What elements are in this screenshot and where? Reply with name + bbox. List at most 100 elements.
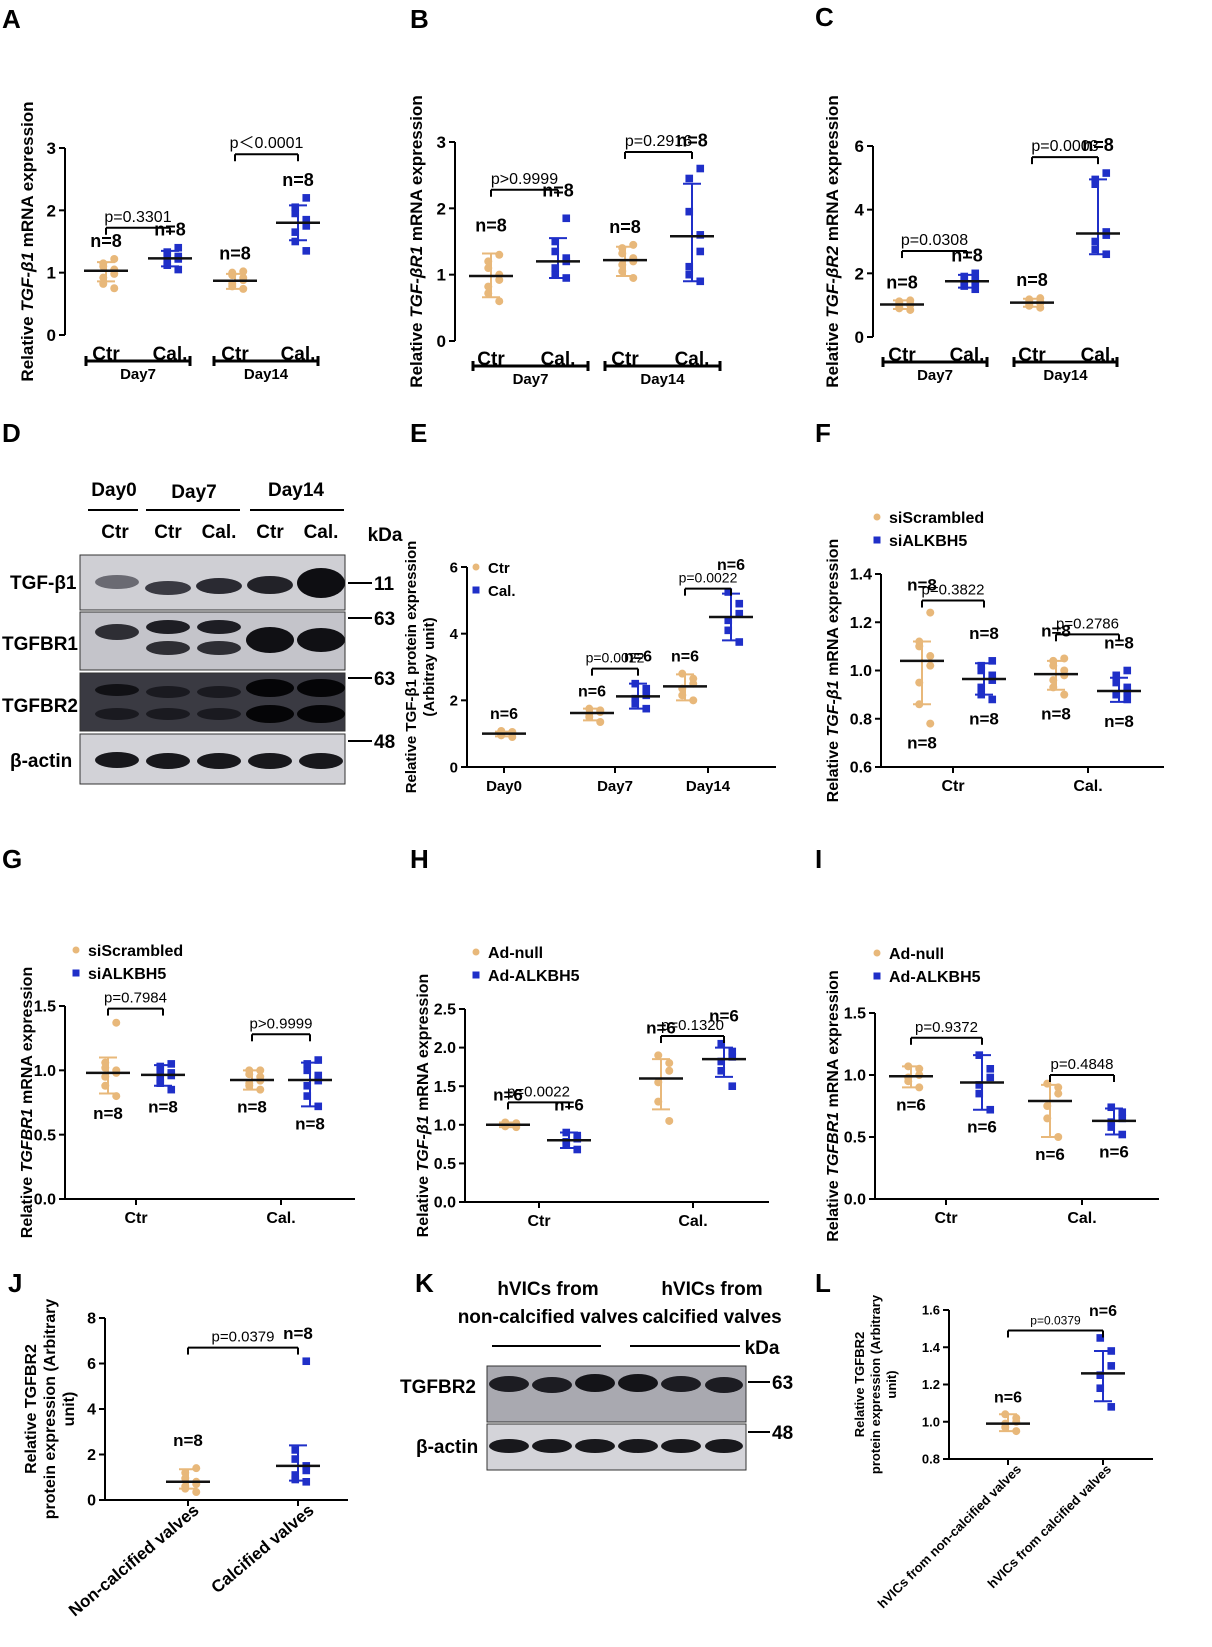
data-group: n=6 [570,684,614,726]
data-point-square [163,257,172,266]
data-point-circle [915,678,924,687]
blot-d-row-label: TGFBR1 [2,634,78,655]
data-group: n=6 [639,1018,683,1125]
data-point-circle [101,1058,110,1067]
data-group: n=8 n=8 [1034,621,1078,724]
p-value-label: p=0.0003 [1031,138,1098,155]
data-point-square [314,1056,323,1064]
data-point-circle [99,259,108,268]
blot-d-strip-tgfbr2 [79,672,346,732]
blot-k-band [575,1374,615,1392]
data-point-square [1091,237,1100,246]
blot-d-band [197,686,241,698]
data-group: n=6 [616,649,660,713]
data-point-square [1107,1362,1116,1370]
data-point-circle [689,696,698,705]
blot-d-band [197,620,241,634]
data-group: n=6 [482,706,526,741]
data-point-circle [654,1078,663,1087]
data-group: n=8 [86,1018,130,1123]
blot-k-strip-bactin [486,1423,747,1471]
data-point-square [291,1475,300,1484]
y-axis-label: protein expression (Arbitrary [868,1294,883,1474]
y-tick-label: 2.0 [434,1040,456,1057]
y-tick-label: 2.5 [434,1002,456,1019]
data-point-square [303,1060,312,1068]
data-point-square [735,599,744,608]
blot-d-lane-1-label: Ctr [101,522,129,543]
y-tick-label: 1.0 [922,1414,940,1429]
x-group-label: Day14 [1043,367,1088,384]
chart-c: 0 2 4 6 Relative TGF-βR2 mRNA expression n=8 n… [823,95,1120,388]
blot-k-band [705,1439,743,1453]
data-point-square [562,1128,571,1137]
data-point-circle [181,1468,190,1477]
y-axis-label: Relative TGF-β1 mRNA expression [415,974,432,1238]
data-point-square [631,699,640,708]
n-label: n=6 [1099,1143,1129,1162]
y-tick-label: 1.0 [434,1117,456,1134]
n-label: n=6 [896,1095,926,1114]
blot-d-kda-value: 11 [374,574,395,595]
blot-d-band [196,578,242,594]
data-point-circle [112,1092,121,1101]
data-point-square [302,1357,311,1366]
data-point-circle [665,1066,674,1075]
data-point-square [1112,671,1121,680]
data-group: n=8 [230,1066,274,1117]
n-label: n=6 [994,1389,1022,1406]
data-point-square [696,164,705,173]
data-point-square [696,247,705,256]
n-label: n=8 [237,1098,267,1117]
data-point-square [167,1069,176,1077]
data-group: n=6 [960,1051,1004,1137]
legend-label: siALKBH5 [88,966,166,983]
y-tick-label: 0 [437,332,446,351]
data-point-square [573,1145,582,1154]
data-group: n=8 [276,1324,320,1486]
data-point-square [988,657,997,665]
blot-d-band [145,581,191,595]
data-point-square [291,228,300,236]
legend-marker-square [472,971,480,979]
data-point-circle [926,608,935,617]
y-axis-label: (Arbitray unit) [421,617,438,716]
data-point-square [156,1066,165,1075]
n-label: n=8 [1041,705,1071,724]
panel-letter-L: L [815,1268,831,1298]
legend-label: Cal. [488,583,516,600]
data-point-square [291,237,300,246]
blot-d-kda-value: 63 [374,609,395,630]
p-value-label: p＜0.0001 [230,135,304,152]
data-point-circle [654,1097,663,1106]
data-point-square [975,1089,984,1098]
data-point-square [988,695,997,704]
western-blot-d: Day0 Day7 Day14 Ctr Ctr Cal. Ctr Cal. kD… [2,480,403,785]
y-tick-label: 1.5 [844,1006,866,1023]
data-point-circle [1060,666,1069,675]
x-category-label: Day0 [486,778,522,795]
data-point-circle [1060,654,1069,663]
data-point-circle [629,240,638,249]
y-tick-label: 1.0 [34,1063,56,1080]
p-value-label: p=0.4848 [1051,1056,1114,1073]
chart-a: 0 1 2 3 Relative TGF-β1 mRNA expression n=8 n=… [18,101,320,383]
blot-k-strip-tgfbr2 [486,1365,747,1423]
data-point-circle [192,1464,201,1473]
y-tick-label: 1 [437,266,446,285]
y-tick-label: 6 [87,1356,96,1373]
data-point-square [696,277,705,286]
y-axis-label: unit) [884,1370,899,1398]
data-point-square [728,1082,737,1090]
data-point-square [685,262,694,271]
y-tick-label: 1.2 [850,615,872,632]
n-label: n=8 [475,215,507,235]
y-axis-label: Relative TGF-β1 mRNA expression [825,539,842,803]
data-point-square [303,1081,312,1090]
data-point-square [717,1066,726,1075]
data-point-circle [239,284,248,293]
blot-d-band [248,753,292,769]
